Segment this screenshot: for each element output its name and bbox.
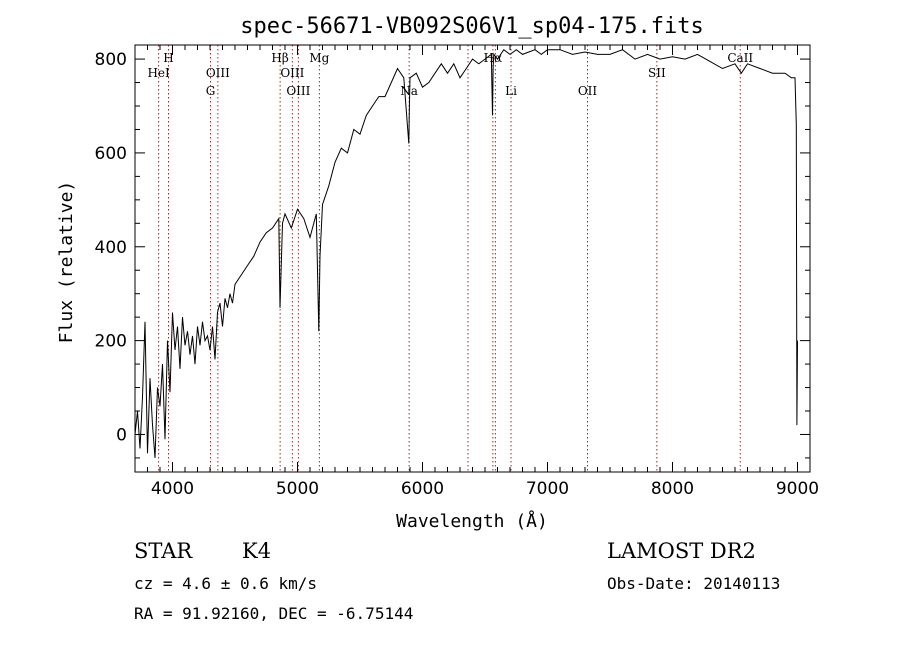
x-tick-label: 8000 [651,479,694,499]
line-marker-label: HeI [147,66,170,80]
x-axis-ticks: 4000 5000 6000 7000 8000 9000 [134,45,819,499]
survey-name: LAMOST DR2 [607,539,756,563]
x-tick-label: 6000 [401,479,444,499]
x-tick-label: 9000 [776,479,819,499]
line-marker-label: OIII [280,66,304,80]
y-tick-label: 600 [95,144,127,164]
chart-title: spec-56671-VB092S06V1_sp04-175.fits [240,14,704,39]
plot-frame [134,44,811,473]
line-marker-label: Li [505,84,517,98]
line-marker-label: OII [578,84,598,98]
y-tick-label: 800 [95,50,127,70]
y-tick-label: 200 [95,332,127,352]
observation-date: Obs-Date: 20140113 [607,574,781,593]
line-marker-label: SII [648,66,666,80]
y-tick-label: 400 [95,238,127,258]
line-marker-label: H [163,51,173,65]
line-marker-label: CaII [727,51,753,65]
y-axis-label: Flux (relative) [56,181,77,344]
spectrum-line [134,48,798,458]
object-class: STAR [134,539,193,563]
line-marker-label: G [206,84,216,98]
line-marker-label: Mg [309,51,329,65]
y-tick-label: 0 [116,425,127,445]
redshift-velocity: cz = 4.6 ± 0.6 km/s [134,574,318,593]
line-marker-label: Hα [484,51,503,65]
emission-line-markers [158,45,741,472]
x-axis-label: Wavelength (Å) [396,510,548,532]
object-subclass: K4 [242,539,272,563]
line-marker-label: OIII [206,66,230,80]
x-tick-label: 4000 [151,479,194,499]
line-marker-label: OIII [286,84,310,98]
line-marker-label: Hβ [271,51,288,65]
x-tick-label: 7000 [526,479,569,499]
y-axis-ticks: 0 200 400 600 800 [95,50,810,459]
coordinates: RA = 91.92160, DEC = -6.75144 [134,604,414,623]
x-tick-label: 5000 [276,479,319,499]
